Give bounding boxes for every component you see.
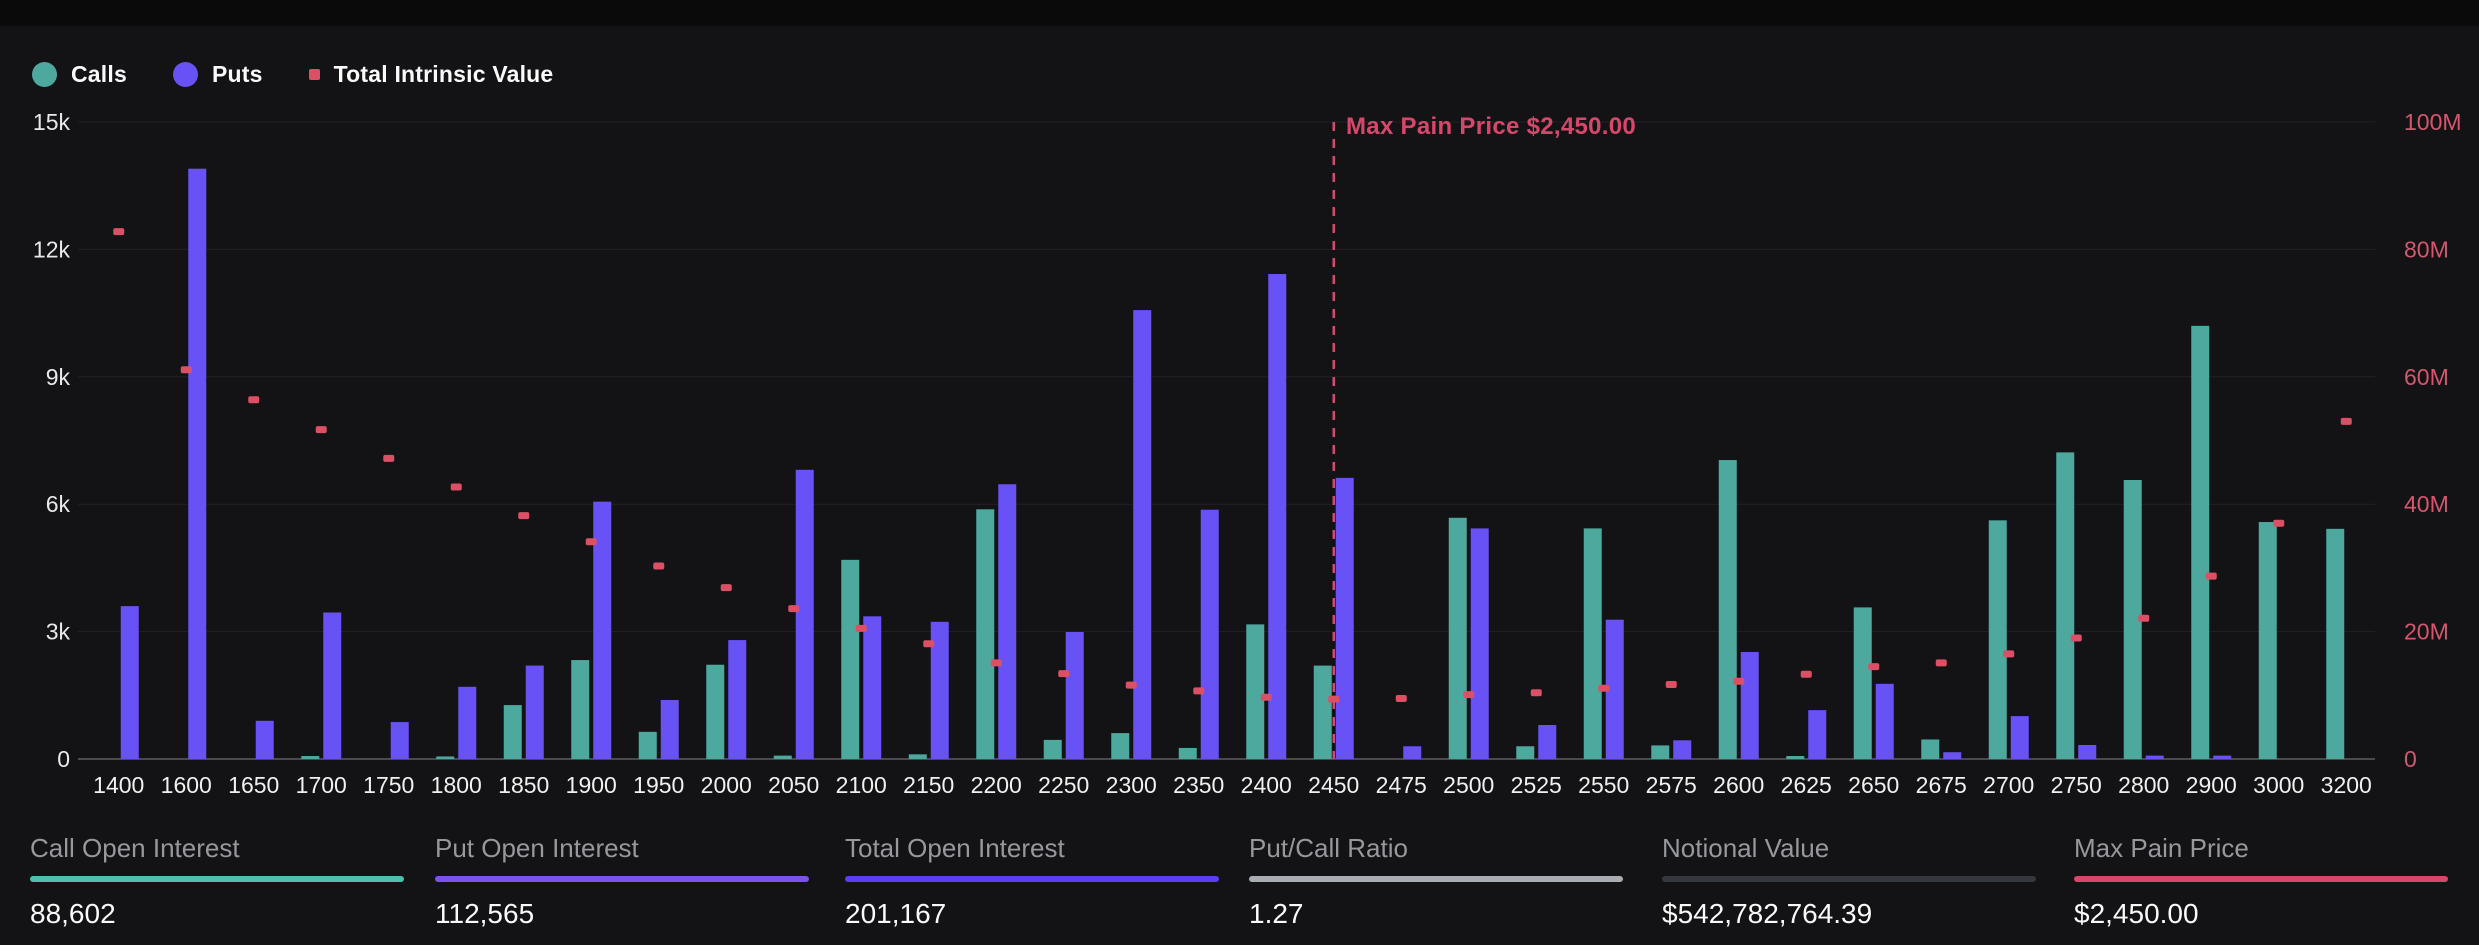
svg-text:2500: 2500	[1443, 772, 1494, 798]
legend-item-puts[interactable]: Puts	[172, 60, 263, 88]
svg-text:2700: 2700	[1983, 772, 2034, 798]
stat-value: 1.27	[1249, 898, 1304, 929]
stat-value: 201,167	[845, 898, 947, 929]
svg-text:2550: 2550	[1578, 772, 1629, 798]
stats-row: Call Open Interest 88,602 Put Open Inter…	[0, 826, 2479, 945]
svg-text:2200: 2200	[971, 772, 1022, 798]
puts-swatch-icon	[172, 61, 198, 87]
calls-swatch-icon	[32, 61, 57, 87]
top-strip	[0, 0, 2479, 26]
svg-text:1750: 1750	[363, 772, 414, 798]
stat-underline	[30, 876, 404, 882]
svg-text:0: 0	[2404, 746, 2417, 772]
stat-max-pain-price: Max Pain Price $2,450.00	[2074, 826, 2448, 929]
svg-text:3k: 3k	[46, 619, 71, 645]
svg-text:2150: 2150	[903, 772, 954, 798]
svg-text:2650: 2650	[1848, 772, 1899, 798]
svg-text:1700: 1700	[296, 772, 347, 798]
svg-text:2600: 2600	[1713, 772, 1764, 798]
chart-legend: Calls Puts Total Intrinsic Value	[32, 56, 553, 92]
stat-label: Notional Value	[1662, 833, 1830, 863]
svg-text:2900: 2900	[2186, 772, 2237, 798]
svg-text:1600: 1600	[161, 772, 212, 798]
svg-text:1950: 1950	[633, 772, 684, 798]
svg-text:1850: 1850	[498, 772, 549, 798]
stat-label: Total Open Interest	[845, 833, 1065, 863]
svg-text:2350: 2350	[1173, 772, 1224, 798]
svg-text:1650: 1650	[228, 772, 279, 798]
svg-text:1900: 1900	[566, 772, 617, 798]
svg-text:0: 0	[57, 746, 70, 772]
svg-text:2675: 2675	[1916, 772, 1967, 798]
svg-text:1800: 1800	[431, 772, 482, 798]
stat-value: 112,565	[435, 898, 535, 929]
stat-total-open-interest: Total Open Interest 201,167	[845, 826, 1219, 929]
legend-label-total-intrinsic-value: Total Intrinsic Value	[333, 60, 554, 87]
stat-underline	[845, 876, 1219, 882]
stat-underline	[1249, 876, 1623, 882]
stat-underline	[435, 876, 809, 882]
svg-text:20M: 20M	[2404, 619, 2449, 645]
stat-put-call-ratio: Put/Call Ratio 1.27	[1249, 826, 1623, 929]
svg-text:12k: 12k	[33, 236, 71, 262]
stat-value: $542,782,764.39	[1662, 898, 1873, 929]
chart-canvas[interactable]: 0 0 3k 20M 6k 40M 9k 60M 12k 80M 15k 100M 1400 1600 16…	[0, 0, 2479, 810]
svg-text:2450: 2450	[1308, 772, 1359, 798]
svg-text:40M: 40M	[2404, 491, 2449, 517]
svg-text:2300: 2300	[1106, 772, 1157, 798]
svg-text:2525: 2525	[1511, 772, 1562, 798]
max-pain-annotation: Max Pain Price $2,450.00	[1346, 113, 1637, 140]
legend-label-calls: Calls	[71, 60, 127, 87]
open-interest-chart[interactable]: 0 0 3k 20M 6k 40M 9k 60M 12k 80M 15k 100M 1400 1600 16…	[0, 0, 2479, 810]
svg-text:3200: 3200	[2321, 772, 2372, 798]
svg-text:60M: 60M	[2404, 364, 2449, 390]
stat-notional-value: Notional Value $542,782,764.39	[1662, 826, 2036, 929]
stat-call-open-interest: Call Open Interest 88,602	[30, 826, 404, 929]
svg-text:2100: 2100	[836, 772, 887, 798]
stat-label: Put/Call Ratio	[1249, 833, 1408, 863]
stat-put-open-interest: Put Open Interest 112,565	[435, 826, 809, 929]
svg-text:100M: 100M	[2404, 109, 2462, 135]
stat-value: 88,602	[30, 898, 116, 929]
stat-label: Call Open Interest	[30, 833, 240, 863]
svg-text:2475: 2475	[1376, 772, 1427, 798]
legend-item-total-intrinsic-value[interactable]: Total Intrinsic Value	[308, 60, 554, 88]
stat-label: Max Pain Price	[2074, 833, 2249, 863]
svg-text:15k: 15k	[33, 109, 71, 135]
stat-underline	[2074, 876, 2448, 882]
svg-text:1400: 1400	[93, 772, 144, 798]
svg-text:9k: 9k	[46, 364, 71, 390]
svg-text:2250: 2250	[1038, 772, 1089, 798]
legend-item-calls[interactable]: Calls	[32, 61, 127, 88]
svg-text:3000: 3000	[2253, 772, 2304, 798]
svg-text:6k: 6k	[46, 491, 71, 517]
svg-text:2800: 2800	[2118, 772, 2169, 798]
svg-text:2575: 2575	[1646, 772, 1697, 798]
stat-value: $2,450.00	[2074, 898, 2199, 929]
legend-label-puts: Puts	[211, 60, 263, 87]
svg-text:2050: 2050	[768, 772, 819, 798]
stat-underline	[1662, 876, 2036, 882]
stat-label: Put Open Interest	[435, 833, 639, 863]
svg-text:2400: 2400	[1241, 772, 1292, 798]
total-intrinsic-value-swatch-icon	[308, 68, 320, 80]
svg-text:2000: 2000	[701, 772, 752, 798]
svg-text:2625: 2625	[1781, 772, 1832, 798]
svg-text:2750: 2750	[2051, 772, 2102, 798]
svg-text:80M: 80M	[2404, 236, 2449, 262]
